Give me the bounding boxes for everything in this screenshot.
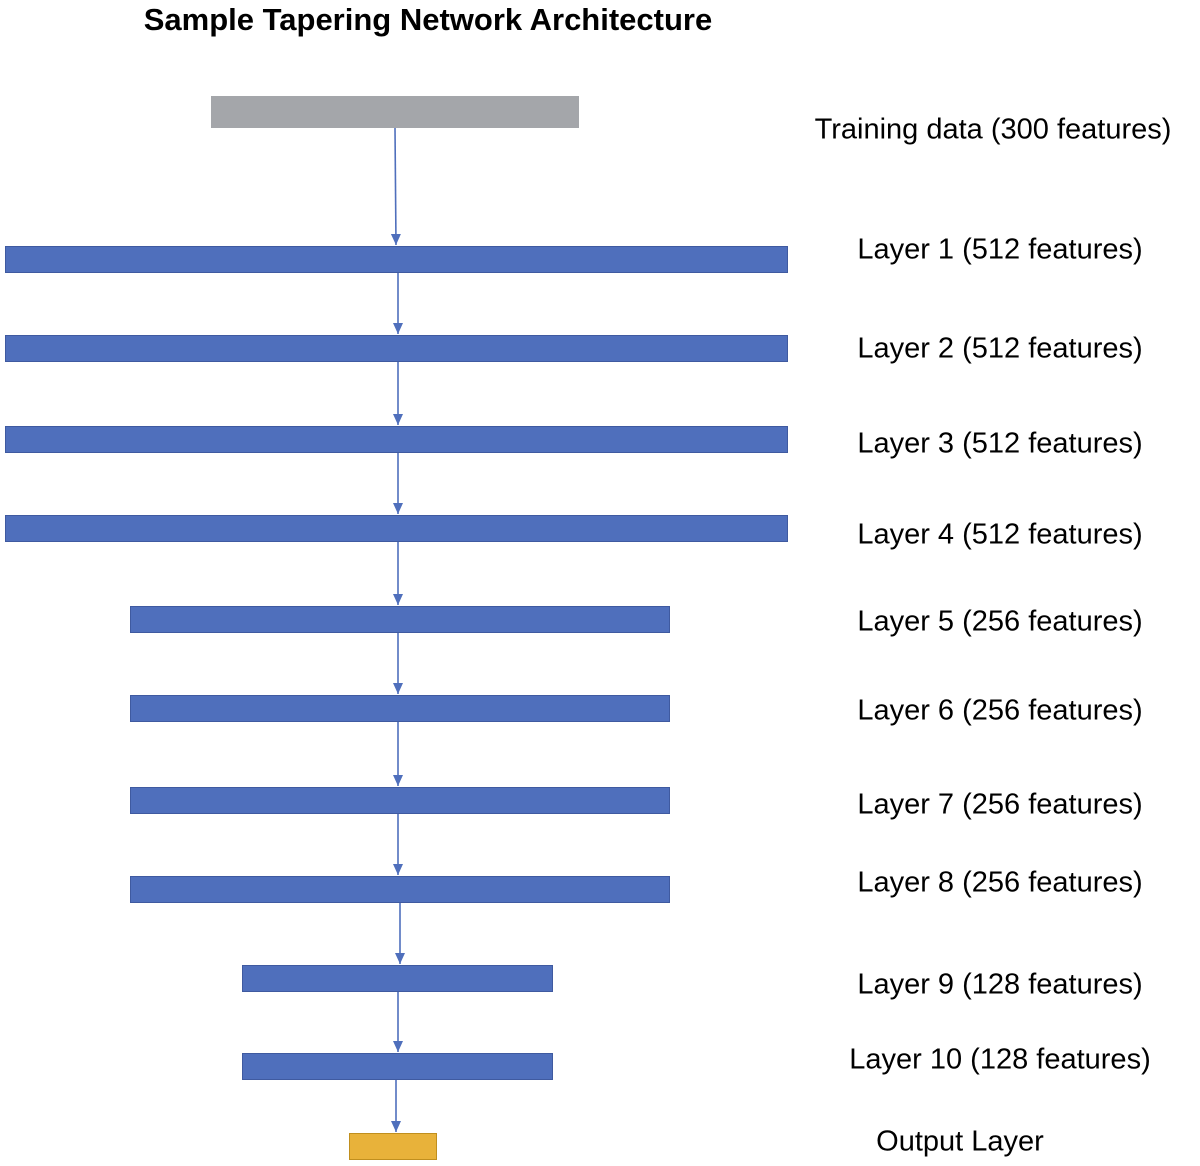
- layer-7-block: [130, 787, 670, 814]
- layer-6-block: [130, 695, 670, 722]
- layer-9-block: [242, 965, 553, 992]
- layer-4-block: [5, 515, 788, 542]
- layer-5-label: Layer 5 (256 features): [857, 605, 1143, 638]
- input-layer-label: Training data (300 features): [814, 113, 1172, 146]
- layer-5-block: [130, 606, 670, 633]
- layer-1-label: Layer 1 (512 features): [857, 233, 1143, 266]
- layer-10-block: [242, 1053, 553, 1080]
- input-layer-block: [211, 96, 579, 128]
- layer-1-block: [5, 246, 788, 273]
- arrow-input-layer-to-layer-1: [390, 127, 401, 246]
- layer-6-label: Layer 6 (256 features): [857, 694, 1143, 727]
- layer-8-label: Layer 8 (256 features): [857, 866, 1143, 899]
- layer-3-block: [5, 426, 788, 453]
- layer-7-label: Layer 7 (256 features): [857, 788, 1143, 821]
- layer-4-label: Layer 4 (512 features): [857, 518, 1143, 551]
- layer-9-label: Layer 9 (128 features): [857, 968, 1143, 1001]
- layer-2-label: Layer 2 (512 features): [857, 332, 1143, 365]
- diagram-title: Sample Tapering Network Architecture: [143, 2, 713, 37]
- layer-8-block: [130, 876, 670, 903]
- layer-2-block: [5, 335, 788, 362]
- output-layer-label: Output Layer: [876, 1125, 1044, 1158]
- output-layer-block: [349, 1133, 437, 1160]
- layer-10-label: Layer 10 (128 features): [849, 1043, 1151, 1076]
- layer-3-label: Layer 3 (512 features): [857, 427, 1143, 460]
